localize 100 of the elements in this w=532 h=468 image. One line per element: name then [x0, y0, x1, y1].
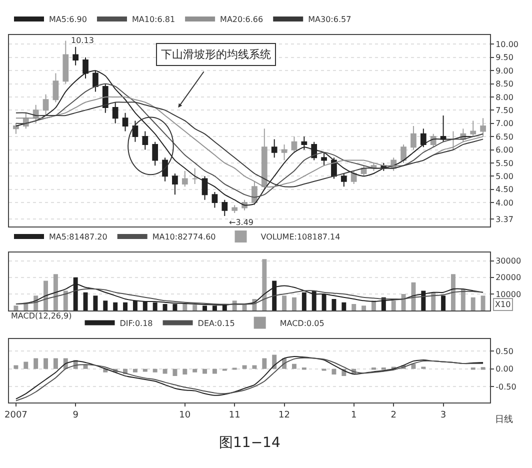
legend-label: VOLUME:108187.14 — [260, 232, 340, 242]
x-tick-label: 11 — [228, 410, 240, 420]
candlestick — [340, 172, 347, 188]
legend-label: DIF:0.18 — [120, 318, 153, 328]
bar — [24, 362, 28, 369]
legend-label: MA5:81487.20 — [49, 232, 108, 242]
bar — [182, 304, 188, 311]
bar — [262, 358, 267, 369]
text: X10 — [495, 300, 511, 309]
y-tick-label: 7.00 — [496, 119, 514, 128]
bar — [332, 368, 336, 375]
chart-title: MACD(12,26,9) — [11, 312, 72, 321]
bar — [202, 368, 208, 374]
candlestick — [72, 46, 79, 66]
y-tick-label: 0.50 — [496, 346, 514, 356]
bar — [132, 368, 138, 372]
bar — [411, 282, 416, 311]
candlestick — [232, 204, 238, 214]
bar — [252, 365, 257, 369]
y-tick-label: 20000 — [496, 273, 522, 282]
y-tick-label: 4.50 — [496, 185, 514, 194]
candlestick — [102, 83, 108, 114]
bar — [480, 367, 486, 370]
candlestick — [212, 191, 218, 208]
candlestick — [112, 102, 118, 124]
y-tick-label: 10.00 — [496, 40, 519, 50]
y-tick-label: 8.00 — [496, 92, 514, 102]
bar — [192, 304, 198, 311]
bar — [401, 294, 406, 311]
y-tick-label: 9.00 — [496, 66, 514, 76]
candlestick — [122, 112, 128, 132]
bar — [93, 296, 98, 311]
x-tick-label: 2 — [390, 410, 396, 420]
bar — [83, 292, 88, 311]
bar — [262, 259, 267, 311]
bar — [460, 289, 466, 311]
bar — [450, 274, 456, 311]
y-tick-label: 0.00 — [496, 364, 514, 374]
bar — [172, 368, 178, 376]
y-tick-label: 5.50 — [496, 158, 514, 168]
candlestick — [281, 144, 288, 161]
candlestick — [172, 172, 178, 196]
legend-label: MA10:6.81 — [132, 15, 176, 24]
y-tick-label: 5.00 — [496, 172, 514, 181]
candlestick — [400, 144, 406, 164]
x-tick-label: 2007 — [4, 410, 28, 420]
bar — [480, 296, 486, 311]
y-tick-label: 7.50 — [496, 106, 514, 115]
x-tick-label: 10 — [179, 410, 191, 420]
bar — [44, 358, 48, 369]
x-tick-label: 1 — [350, 410, 357, 420]
y-tick-label: 3.37 — [496, 214, 514, 224]
bar — [14, 306, 18, 311]
legend-label: MACD:0.05 — [280, 318, 324, 328]
bar — [53, 358, 58, 369]
candlestick — [450, 130, 456, 150]
bar — [63, 290, 68, 311]
candlestick — [222, 199, 228, 216]
bar — [103, 300, 108, 311]
candlestick — [261, 128, 268, 190]
bar — [470, 367, 476, 370]
candlestick — [410, 126, 416, 150]
line-series — [15, 83, 484, 198]
bar — [182, 368, 188, 375]
bar — [44, 280, 48, 311]
bar — [123, 302, 128, 311]
x-tick-label: 3 — [440, 410, 446, 420]
bar — [362, 306, 366, 311]
candlestick — [142, 130, 148, 150]
bar — [24, 304, 28, 311]
bar — [411, 364, 416, 369]
candlestick — [301, 136, 308, 150]
candlestick — [162, 157, 168, 182]
annotation: ←3.49 — [229, 218, 254, 227]
annotation: 10.13 — [71, 36, 94, 45]
bar — [34, 358, 38, 369]
candlestick — [271, 138, 278, 158]
candlestick — [42, 94, 49, 116]
y-tick-label: 4.00 — [496, 198, 514, 208]
legend-label: DEA:0.15 — [198, 318, 235, 328]
bar — [352, 304, 356, 311]
candlestick — [152, 141, 158, 166]
x-tick-label: 9 — [72, 410, 79, 420]
candlestick — [470, 120, 476, 138]
candlestick — [132, 120, 138, 142]
candlestick — [480, 118, 486, 138]
candlestick — [420, 128, 426, 148]
annotation: 下山滑坡形的均线系统 — [161, 48, 271, 61]
y-tick-label: 9.50 — [496, 53, 514, 62]
candlestick — [291, 136, 298, 153]
bar — [14, 365, 18, 369]
bar — [162, 368, 168, 374]
bar — [53, 274, 58, 311]
bar — [242, 365, 247, 369]
y-tick-label: 6.00 — [496, 146, 514, 155]
candlestick — [62, 40, 69, 84]
bar — [292, 364, 296, 369]
candlestick — [182, 170, 188, 188]
bar — [391, 300, 396, 311]
x-tick-label: 12 — [278, 410, 290, 420]
